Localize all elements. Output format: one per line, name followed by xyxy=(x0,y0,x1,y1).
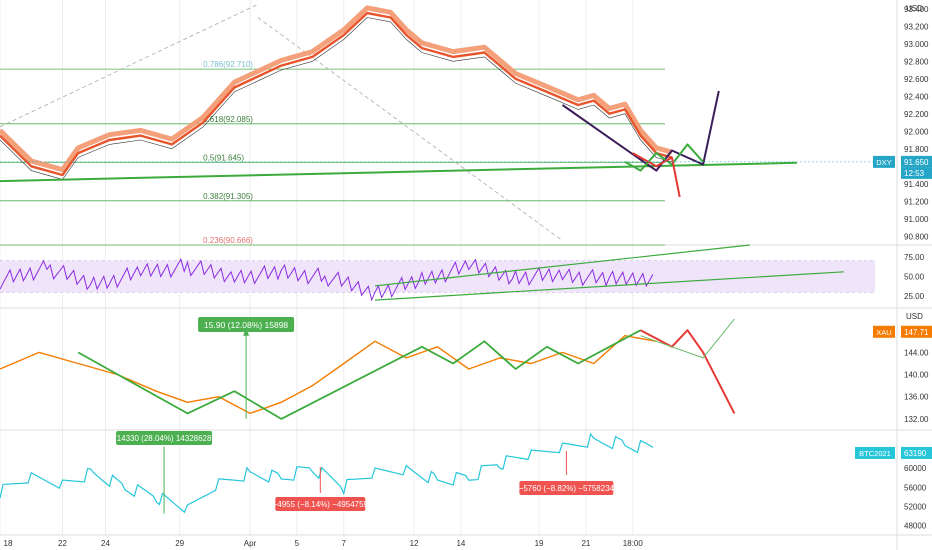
x-tick-label: 24 xyxy=(101,539,110,548)
btc-last-value-box xyxy=(901,446,932,459)
price-tick-label: 91.400 xyxy=(904,180,929,189)
btc-label-red-1: −4955 (−8.14%) −4954759 xyxy=(273,500,369,509)
price-tick-label: 91.200 xyxy=(904,197,929,206)
pane-dxy[interactable]: 1(93.508)0.786(92.710)0.618(92.085)0.5(9… xyxy=(0,0,875,246)
price-unit-label: USD xyxy=(906,312,923,321)
fib-level-label: 0.236(90.666) xyxy=(203,236,253,245)
fib-level-label: 0.786(92.710) xyxy=(203,60,253,69)
btc-label-box-red-2 xyxy=(519,481,614,495)
trend-dashed-down xyxy=(257,17,563,241)
x-axis[interactable]: 18 22 24 29 Apr 5 7 12 14 19 21 18:00 xyxy=(0,534,932,548)
xau-projection-green xyxy=(640,318,735,359)
x-tick-label: 14 xyxy=(456,539,465,548)
xau-measure-label: 15.90 (12.08%) 15898 xyxy=(204,320,288,330)
btc-price-line xyxy=(0,432,654,514)
x-tick-label: 12 xyxy=(410,539,419,548)
price-tick-label: 48000 xyxy=(904,521,927,530)
dxy-price-line xyxy=(0,11,673,177)
xau-last-tag: XAU xyxy=(876,328,891,337)
price-tick-label: 144.00 xyxy=(904,348,929,357)
rsi-trend-lower xyxy=(374,271,844,301)
price-tick-label: 60000 xyxy=(904,464,927,473)
dxy-last-value: 91.650 xyxy=(904,158,929,167)
price-tick-label: 93.000 xyxy=(904,40,929,49)
price-axis[interactable]: 93.400 93.200 93.000 92.800 92.600 92.400 92.2… xyxy=(855,4,932,530)
pane-rsi[interactable] xyxy=(0,244,875,302)
fib-level-label: 0.618(92.085) xyxy=(203,115,253,124)
rsi-band xyxy=(0,260,875,293)
trend-dashed-up xyxy=(0,4,258,128)
xau-price-line xyxy=(0,335,657,415)
x-tick-label: 5 xyxy=(295,539,300,548)
price-tick-label: 75.00 xyxy=(904,253,925,262)
price-tick-label: 92.600 xyxy=(904,75,929,84)
xau-last-tag-box xyxy=(873,325,895,338)
dxy-band-upper xyxy=(0,5,673,173)
xau-last-value: 147.71 xyxy=(904,328,929,337)
price-tick-label: 56000 xyxy=(904,483,927,492)
x-tick-label: 19 xyxy=(535,539,544,548)
dxy-candle-wicks xyxy=(0,17,672,180)
price-tick-label: 136.00 xyxy=(904,393,929,402)
dxy-countdown: 12:53 xyxy=(904,169,925,178)
pane-xau[interactable]: 15.90 (12.08%) 15898 xyxy=(0,317,736,420)
dxy-last-tag-box xyxy=(873,155,895,168)
price-tick-label: 52000 xyxy=(904,502,927,511)
x-tick-label: 7 xyxy=(342,539,347,548)
rsi-line xyxy=(0,257,654,302)
btc-last-tag: BTC2021 xyxy=(859,449,891,458)
btc-label-box-red-1 xyxy=(275,497,366,511)
btc-label-green: 14330 (28.04%) 14328628 xyxy=(117,434,212,443)
dxy-projection-purple xyxy=(561,90,720,172)
dxy-projection-green xyxy=(624,143,704,172)
x-tick-label: 18 xyxy=(4,539,13,548)
price-unit-label: USD xyxy=(906,4,923,13)
btc-last-value: 63190 xyxy=(904,449,927,458)
x-tick-label: Apr xyxy=(244,539,257,548)
dxy-last-value-box xyxy=(901,155,932,168)
xau-measure-label-box xyxy=(198,317,295,332)
price-tick-label: 91.800 xyxy=(904,145,929,154)
price-tick-label: 92.800 xyxy=(904,57,929,66)
price-tick-label: 92.200 xyxy=(904,110,929,119)
pane-btc[interactable]: 14330 (28.04%) 14328628 −4955 (−8.14%) −4… xyxy=(0,431,654,514)
x-tick-label: 29 xyxy=(175,539,184,548)
price-tick-label: 50.00 xyxy=(904,273,925,282)
price-tick-label: 92.000 xyxy=(904,127,929,136)
fib-level-label: 0.5(91.645) xyxy=(203,153,244,162)
x-tick-label: 18:00 xyxy=(623,539,644,548)
price-tick-label: 140.00 xyxy=(904,371,929,380)
rsi-trend-upper xyxy=(374,244,751,287)
price-tick-label: 91.000 xyxy=(904,215,929,224)
xau-projection-red xyxy=(640,329,736,414)
fib-level-label: 0.382(91.305) xyxy=(203,192,253,201)
price-tick-label: 92.400 xyxy=(904,92,929,101)
dxy-last-tag: DXY xyxy=(876,158,891,167)
price-tick-label: 132.00 xyxy=(904,415,929,424)
xau-last-value-box xyxy=(901,325,932,338)
dxy-countdown-box xyxy=(901,167,932,179)
xau-zigzag-green xyxy=(77,329,642,420)
dxy-support-trendline xyxy=(0,161,797,183)
btc-label-red-2: −5760 (−8.82%) −5758234 xyxy=(519,484,615,493)
price-tick-label: 93.200 xyxy=(904,22,929,31)
price-tick-label: 93.400 xyxy=(904,5,929,14)
x-tick-label: 21 xyxy=(581,539,590,548)
price-tick-label: 25.00 xyxy=(904,292,925,301)
price-tick-label: 90.800 xyxy=(904,232,929,241)
btc-last-tag-box xyxy=(855,446,895,459)
x-tick-label: 22 xyxy=(58,539,67,548)
btc-label-box-green xyxy=(116,431,213,445)
